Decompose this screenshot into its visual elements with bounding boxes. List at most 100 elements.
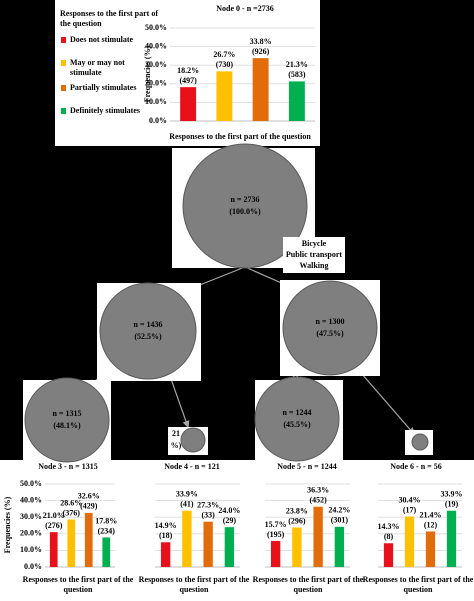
- bar: [203, 521, 213, 567]
- bar: [216, 71, 233, 121]
- value-label: 17.8%: [95, 516, 117, 525]
- count-label: (583): [288, 70, 306, 79]
- count-label: (19): [445, 500, 459, 509]
- value-label: 33.9%: [441, 490, 463, 499]
- tree-node: [282, 280, 378, 376]
- tree-node: [99, 282, 197, 380]
- tree-node-label: n = 1244: [282, 408, 311, 417]
- node0-panel: [55, 0, 320, 146]
- x-axis-label: Responses to the first part of the quest…: [138, 575, 250, 594]
- value-label: 21.4%: [420, 510, 442, 519]
- value-label: 27.3%: [197, 501, 219, 510]
- split-label-box: [283, 237, 345, 273]
- count-label: (497): [179, 76, 197, 85]
- tree-node: [180, 427, 206, 453]
- bar: [224, 527, 235, 567]
- split-label: Public transport: [286, 250, 343, 259]
- tree-node: [182, 143, 308, 269]
- x-axis-label: Responses to the first part of the quest…: [22, 575, 134, 594]
- value-label: 21.3%: [286, 60, 308, 69]
- count-label: (926): [252, 47, 270, 56]
- y-tick-label: 50.0%: [20, 479, 42, 488]
- bar: [84, 512, 93, 567]
- bar: [404, 516, 415, 567]
- legend-swatch: [61, 85, 66, 91]
- count-label: (8): [384, 532, 394, 541]
- count-label: (452): [309, 496, 327, 505]
- value-label: 14.9%: [155, 521, 177, 530]
- bar: [102, 537, 111, 567]
- x-axis-label: Responses to the first part of the quest…: [252, 575, 364, 594]
- tree-node-label: n = 2736: [230, 195, 259, 204]
- value-label: 33.9%: [176, 490, 198, 499]
- y-tick-label: 10.0%: [145, 97, 167, 106]
- y-tick-label: 30.0%: [145, 60, 167, 69]
- bar: [252, 58, 269, 121]
- y-tick-label: 20.0%: [20, 529, 42, 538]
- tree-edge: [354, 365, 415, 435]
- split-label: Walking: [300, 261, 329, 270]
- bar: [180, 87, 197, 121]
- value-label: 21.0%: [43, 511, 65, 520]
- tree-node-label: 21: [172, 429, 180, 438]
- legend-swatch: [61, 60, 66, 66]
- legend-entry: Does not stimulate: [70, 35, 134, 44]
- tree-node-label: (100.0%): [229, 207, 261, 216]
- tree-node-label: n = 1436: [133, 320, 162, 329]
- bar: [383, 543, 394, 567]
- bar: [446, 510, 457, 567]
- bar: [160, 542, 171, 567]
- tree-node-label: (45.5%): [283, 420, 311, 429]
- chart-title: Node 5 - n = 1244: [277, 462, 336, 471]
- tree-node-label: %): [171, 441, 182, 450]
- count-label: (730): [216, 60, 234, 69]
- bar: [292, 527, 302, 567]
- value-label: 23.8%: [286, 506, 308, 515]
- y-tick-label: 0.0%: [149, 116, 167, 125]
- count-label: (33): [201, 511, 215, 520]
- chart-title: Node 0 - n =2736: [216, 4, 273, 13]
- tree-node: [254, 376, 340, 462]
- count-label: (29): [223, 516, 237, 525]
- y-tick-label: 40.0%: [20, 495, 42, 504]
- y-axis-label: Frequencies (%): [3, 496, 12, 553]
- tree-node: [411, 433, 429, 451]
- count-label: (234): [98, 526, 116, 535]
- tree-node-label: n = 1315: [52, 409, 81, 418]
- count-label: (41): [180, 500, 194, 509]
- y-tick-label: 30.0%: [20, 512, 42, 521]
- legend-entry: Definitely stimulates: [70, 106, 140, 115]
- count-label: (12): [424, 520, 438, 529]
- y-tick-label: 10.0%: [20, 545, 42, 554]
- tree-node-label: (48.1%): [53, 421, 81, 430]
- count-label: (18): [159, 531, 173, 540]
- value-label: 24.0%: [218, 506, 240, 515]
- count-label: (301): [331, 516, 349, 525]
- legend-title: Responses to the first part of the quest…: [60, 9, 158, 28]
- legend-entry: May or may not stimulate: [70, 58, 125, 77]
- value-label: 18.2%: [177, 66, 199, 75]
- chart-title: Node 3 - n = 1315: [38, 462, 97, 471]
- value-label: 24.2%: [328, 506, 350, 515]
- y-tick-label: 40.0%: [145, 41, 167, 50]
- value-label: 33.8%: [250, 37, 272, 46]
- y-axis-label: Frequencies (%): [143, 45, 152, 102]
- y-tick-label: 0.0%: [24, 562, 42, 571]
- bar: [334, 526, 345, 567]
- y-tick-label: 20.0%: [145, 79, 167, 88]
- value-label: 30.4%: [399, 495, 421, 504]
- bar: [270, 540, 281, 567]
- count-label: (17): [403, 505, 417, 514]
- legend-swatch: [61, 37, 66, 43]
- bar: [288, 81, 305, 121]
- legend-swatch: [61, 108, 66, 114]
- value-label: 32.6%: [78, 492, 100, 501]
- value-label: 14.3%: [378, 522, 400, 531]
- split-label: Bicycle: [302, 239, 327, 248]
- chart-title: Node 6 - n = 56: [390, 462, 441, 471]
- count-label: (296): [288, 516, 306, 525]
- bar: [425, 531, 436, 567]
- count-label: (429): [80, 502, 98, 511]
